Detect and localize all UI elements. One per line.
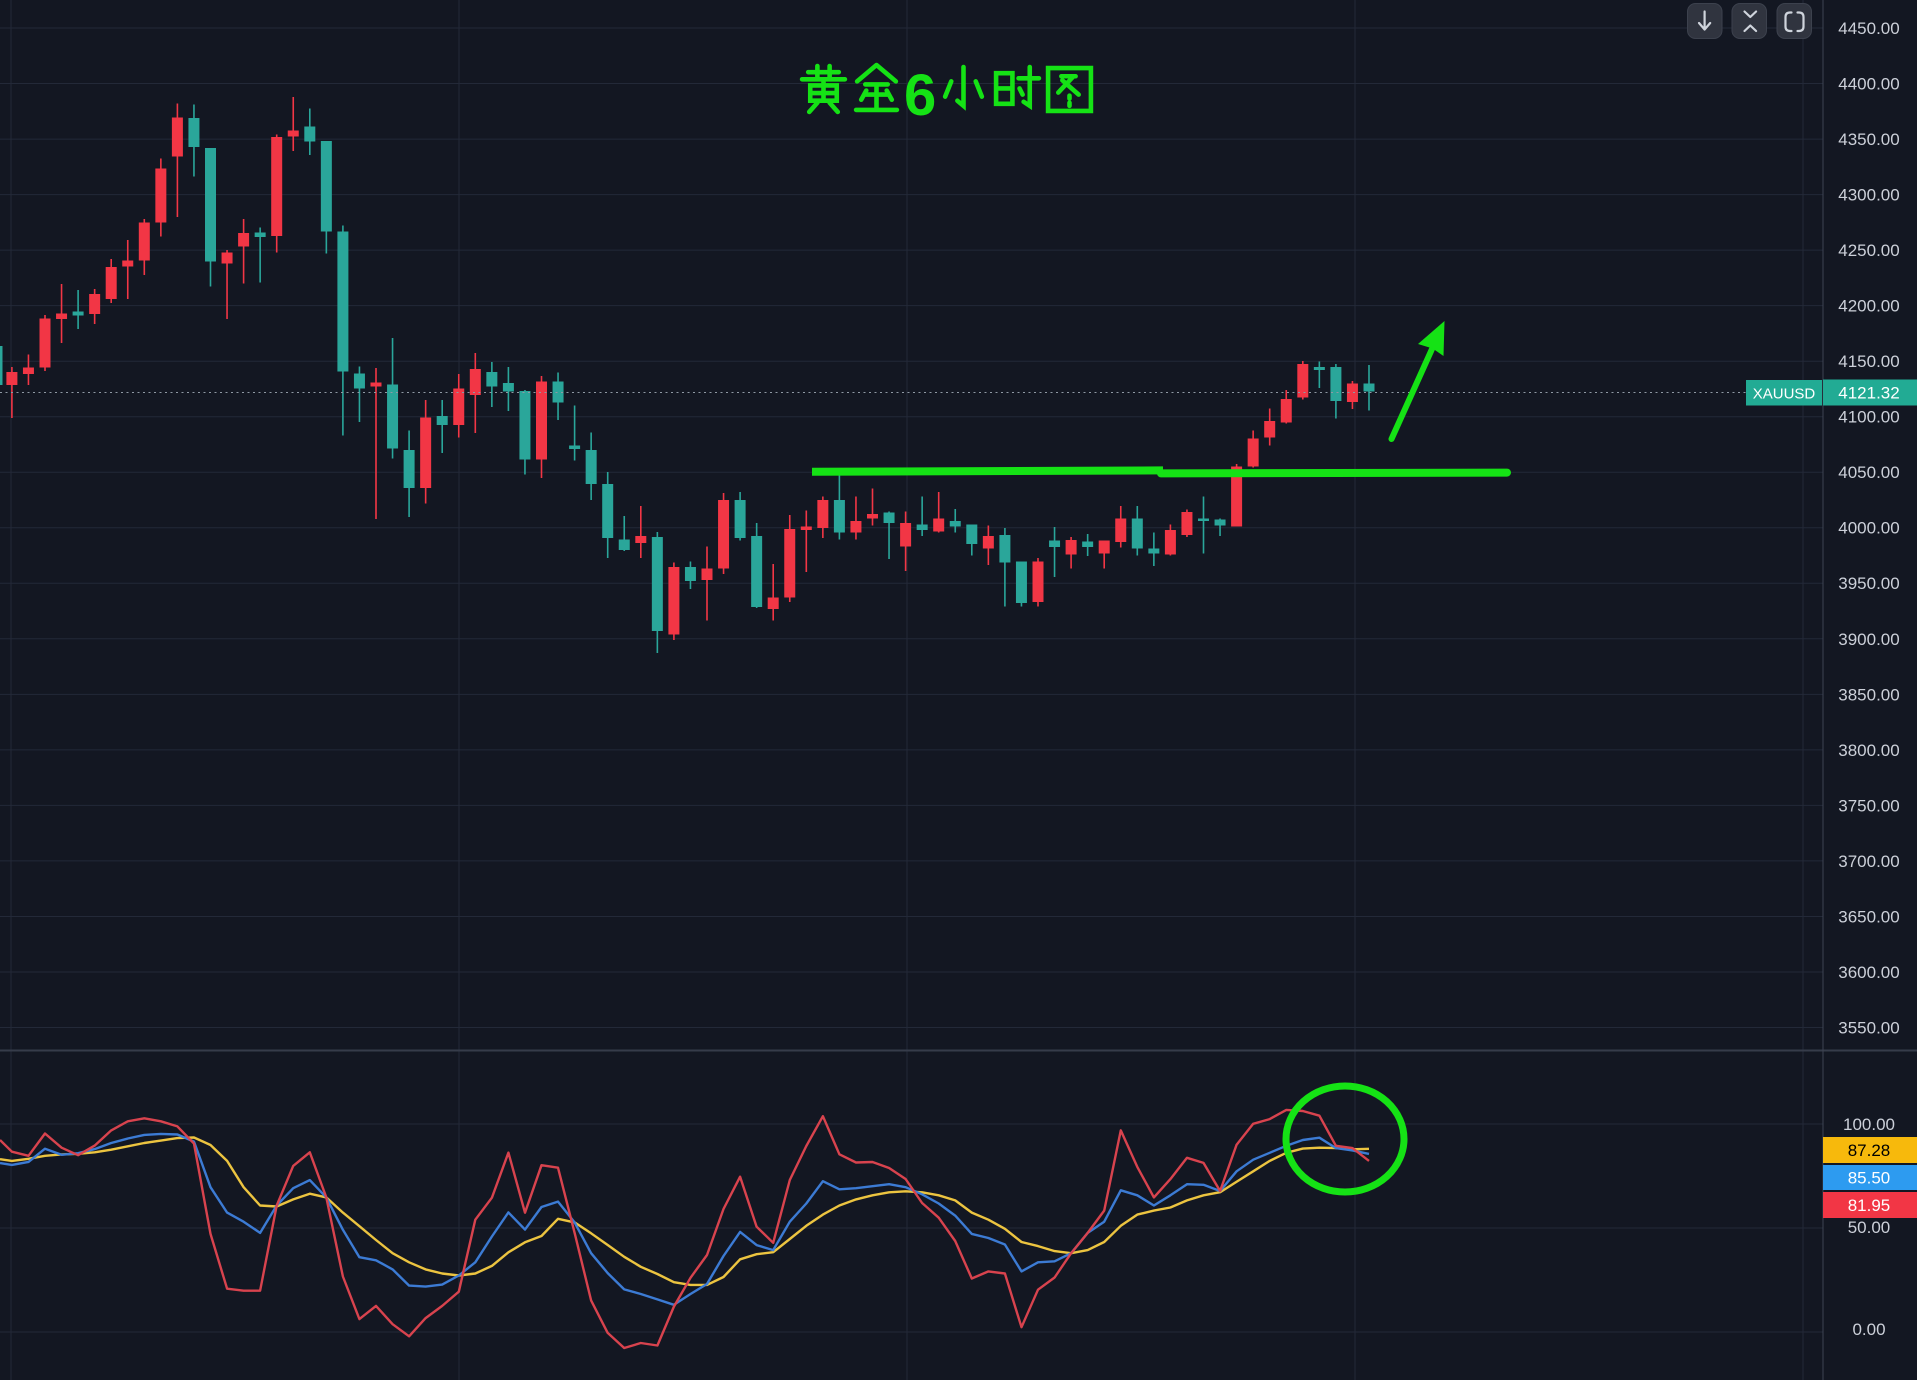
svg-text:85.50: 85.50	[1848, 1169, 1891, 1188]
svg-text:87.28: 87.28	[1848, 1141, 1891, 1160]
svg-text:4050.00: 4050.00	[1838, 463, 1899, 482]
svg-text:4121.32: 4121.32	[1838, 384, 1899, 403]
svg-text:100.00: 100.00	[1843, 1115, 1895, 1134]
svg-text:81.95: 81.95	[1848, 1196, 1891, 1215]
svg-text:3700.00: 3700.00	[1838, 852, 1899, 871]
svg-text:4150.00: 4150.00	[1838, 352, 1899, 371]
svg-text:XAUUSD: XAUUSD	[1753, 386, 1816, 403]
svg-text:3650.00: 3650.00	[1838, 907, 1899, 926]
svg-text:4250.00: 4250.00	[1838, 241, 1899, 260]
svg-text:3800.00: 3800.00	[1838, 741, 1899, 760]
svg-text:4200.00: 4200.00	[1838, 297, 1899, 316]
svg-text:3600.00: 3600.00	[1838, 963, 1899, 982]
svg-text:4000.00: 4000.00	[1838, 519, 1899, 538]
svg-text:50.00: 50.00	[1848, 1218, 1891, 1237]
svg-text:4350.00: 4350.00	[1838, 130, 1899, 149]
svg-text:4400.00: 4400.00	[1838, 75, 1899, 94]
svg-text:3900.00: 3900.00	[1838, 630, 1899, 649]
svg-text:4450.00: 4450.00	[1838, 19, 1899, 38]
svg-text:3750.00: 3750.00	[1838, 796, 1899, 815]
svg-text:3550.00: 3550.00	[1838, 1019, 1899, 1038]
svg-text:6: 6	[904, 63, 936, 128]
svg-text:3950.00: 3950.00	[1838, 574, 1899, 593]
svg-text:0.00: 0.00	[1852, 1320, 1885, 1339]
svg-text:3850.00: 3850.00	[1838, 685, 1899, 704]
svg-text:4100.00: 4100.00	[1838, 408, 1899, 427]
svg-text:4300.00: 4300.00	[1838, 186, 1899, 205]
